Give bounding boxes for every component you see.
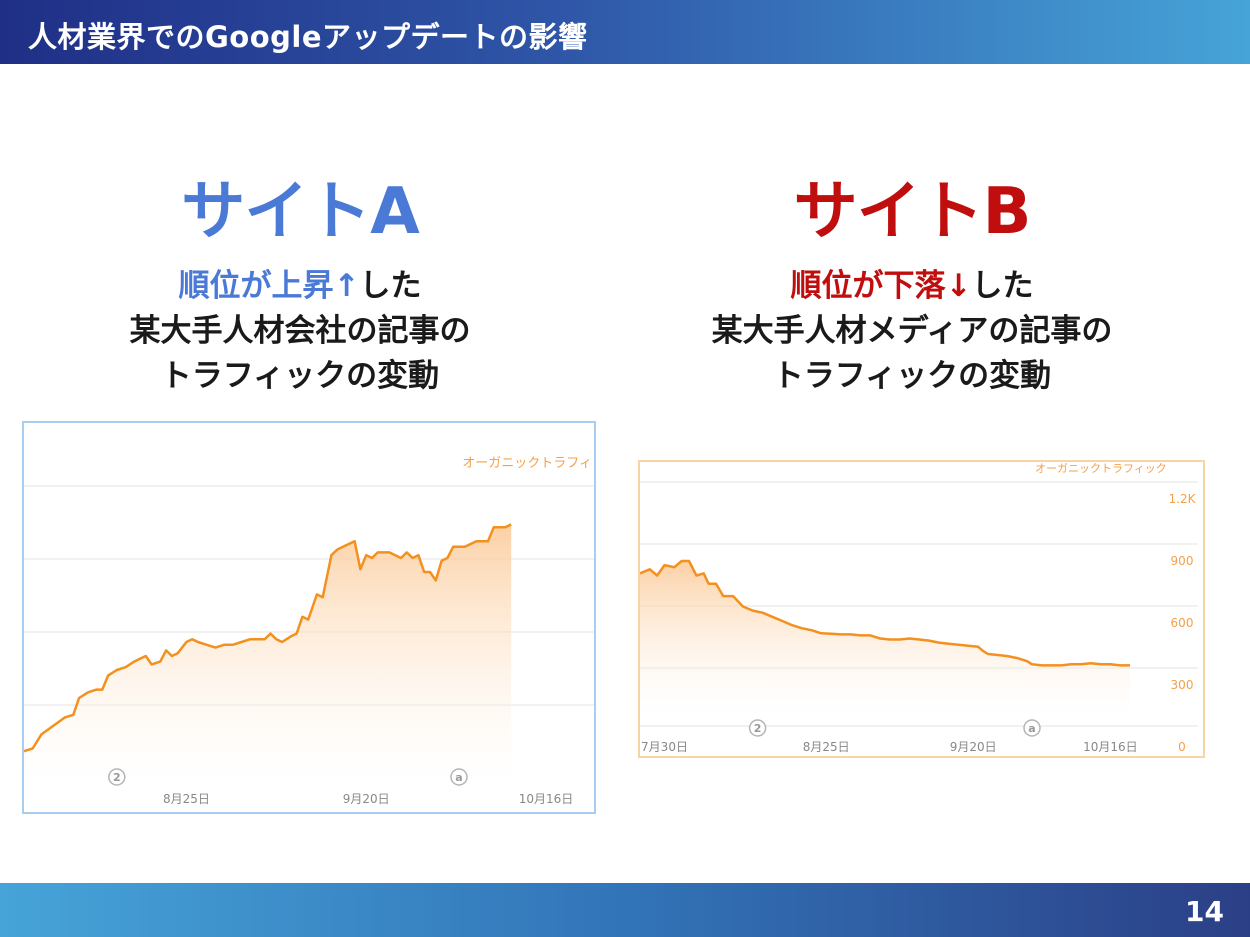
page-number: 14	[1185, 895, 1224, 928]
annotation-marker[interactable]	[450, 768, 468, 786]
site-b-desc-line1-rest: した	[971, 268, 1034, 304]
slide-header: 人材業界でのGoogleアップデートの影響	[0, 0, 1250, 64]
site-a-traffic-chart: オーガニックトラフィ 8月25日 9月20日 10月16日 2 a	[22, 421, 596, 814]
site-b-chart-svg: オーガニックトラフィック 7月30日 8月25日 9月20日 10月16日 0 300 600…	[640, 462, 1198, 754]
site-b-desc-line2: 某大手人材メディアの記事の	[711, 313, 1113, 349]
site-a-desc-line1-rest: した	[359, 268, 422, 304]
site-a-description: 順位が上昇↑した 某大手人材会社の記事の トラフィックの変動	[0, 264, 600, 399]
y-tick-label: 900	[1171, 554, 1194, 568]
site-b-traffic-chart: オーガニックトラフィック 7月30日 8月25日 9月20日 10月16日 0 300 600…	[638, 460, 1205, 758]
traffic-area-fill	[640, 561, 1130, 716]
site-b-desc-line1: 順位が下落↓した	[612, 264, 1212, 309]
slide-footer: 14	[0, 883, 1250, 937]
site-b-desc-line3: トラフィックの変動	[772, 358, 1052, 394]
annotation-marker-label: a	[1028, 722, 1035, 735]
x-tick-label: 9月20日	[343, 792, 390, 806]
x-tick-label: 9月20日	[950, 740, 997, 754]
legend-label: オーガニックトラフィ	[462, 456, 592, 471]
site-a-desc-line2: 某大手人材会社の記事の	[129, 313, 471, 349]
traffic-area-fill	[24, 524, 512, 783]
x-tick-label: 10月16日	[519, 792, 574, 806]
y-tick-label: 300	[1171, 678, 1194, 692]
traffic-series-line	[640, 559, 1130, 667]
y-tick-label: 0	[1178, 740, 1186, 754]
site-a-title: サイトA	[181, 175, 420, 249]
x-tick-label: 7月30日	[641, 740, 688, 754]
y-tick-label: 1.2K	[1169, 492, 1197, 506]
site-b-description: 順位が下落↓した 某大手人材メディアの記事の トラフィックの変動	[612, 264, 1212, 399]
site-a-desc-line3: トラフィックの変動	[160, 358, 440, 394]
site-b-rank-down-label: 順位が下落↓	[790, 268, 972, 304]
annotation-marker-label: 2	[754, 722, 762, 735]
x-tick-label: 8月25日	[163, 792, 210, 806]
site-a-chart-svg: オーガニックトラフィ 8月25日 9月20日 10月16日 2 a	[24, 456, 594, 806]
x-tick-label: 8月25日	[803, 740, 850, 754]
site-a-rank-up-label: 順位が上昇↑	[178, 268, 360, 304]
annotation-marker[interactable]	[1023, 719, 1041, 737]
slide-title: 人材業界でのGoogleアップデートの影響	[28, 20, 588, 54]
legend-label: オーガニックトラフィック	[1035, 462, 1167, 475]
site-a-desc-line1: 順位が上昇↑した	[0, 264, 600, 309]
annotation-marker[interactable]	[108, 768, 126, 786]
annotation-marker-label: a	[455, 771, 462, 784]
annotation-marker[interactable]	[748, 719, 767, 737]
y-tick-label: 600	[1171, 616, 1194, 630]
site-b-title: サイトB	[793, 175, 1032, 249]
traffic-series-line	[24, 523, 512, 753]
x-tick-label: 10月16日	[1083, 740, 1138, 754]
annotation-marker-label: 2	[113, 771, 121, 784]
